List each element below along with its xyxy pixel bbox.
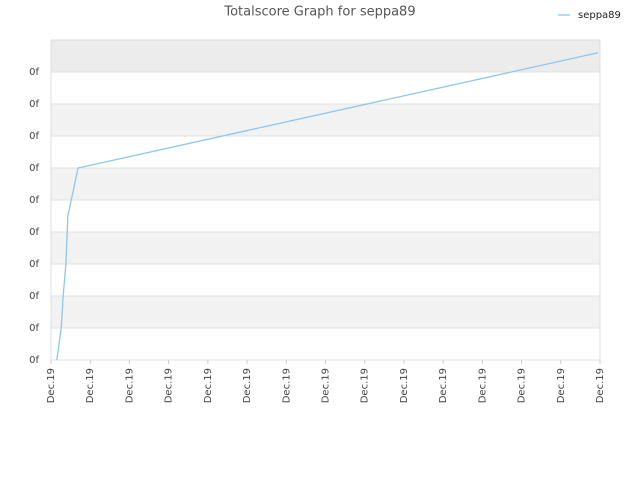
line (56, 52, 599, 361)
y-tick-label: 0f (29, 195, 39, 206)
y-tick-label: 0f (29, 291, 39, 302)
x-tick-label: Dec.19 (517, 368, 528, 403)
chart-title: Totalscore Graph for seppa89 (223, 5, 415, 20)
x-tick-label: Dec.19 (595, 368, 606, 403)
x-tick-label: Dec.19 (399, 368, 410, 403)
y-tick-label: 0f (29, 323, 39, 334)
x-tick-label: Dec.19 (360, 368, 371, 403)
y-tick-label: 0f (29, 67, 39, 78)
x-tick-label: Dec.19 (46, 368, 57, 403)
legend-label: seppa89 (578, 10, 621, 21)
y-tick-label: 0f (29, 163, 39, 174)
y-tick-label: 0f (29, 131, 39, 142)
x-tick-label: Dec.19 (321, 368, 332, 403)
plot-band (51, 296, 600, 328)
x-tick-label: Dec.19 (203, 368, 214, 403)
x-tick-label: Dec.19 (85, 368, 96, 403)
x-tick-label: Dec.19 (124, 368, 135, 403)
x-tick-label: Dec.19 (242, 368, 253, 403)
y-tick-label: 0f (29, 259, 39, 270)
x-tick-label: Dec.19 (438, 368, 449, 403)
x-tick-label: Dec.19 (281, 368, 292, 403)
x-tick-label: Dec.19 (556, 368, 567, 403)
plot-band (51, 40, 600, 72)
plot-band (51, 232, 600, 264)
y-tick-label: 0f (29, 227, 39, 238)
y-tick-label: 0f (29, 355, 39, 366)
x-tick-label: Dec.19 (477, 368, 488, 403)
plot-band (51, 168, 600, 200)
y-tick-label: 0f (29, 99, 39, 110)
x-tick-label: Dec.19 (164, 368, 175, 403)
plot-band (51, 104, 600, 136)
